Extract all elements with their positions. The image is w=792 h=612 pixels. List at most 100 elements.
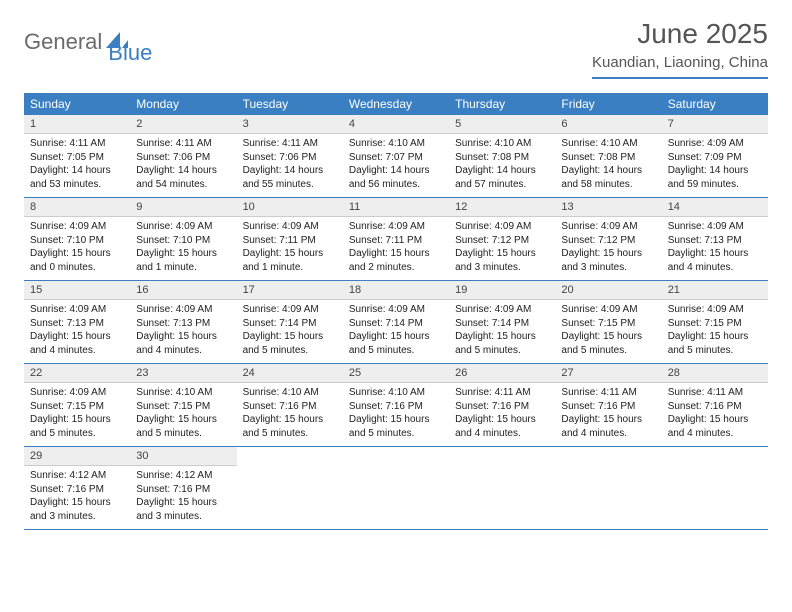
day-cell: 15Sunrise: 4:09 AMSunset: 7:13 PMDayligh… <box>24 281 130 363</box>
daylight-line: Daylight: 15 hours and 3 minutes. <box>455 247 549 274</box>
sunset-line: Sunset: 7:12 PM <box>455 234 549 248</box>
sunset-line: Sunset: 7:11 PM <box>243 234 337 248</box>
day-content: Sunrise: 4:10 AMSunset: 7:15 PMDaylight:… <box>130 383 236 440</box>
day-content: Sunrise: 4:09 AMSunset: 7:09 PMDaylight:… <box>662 134 768 191</box>
daylight-line: Daylight: 14 hours and 58 minutes. <box>561 164 655 191</box>
day-content: Sunrise: 4:12 AMSunset: 7:16 PMDaylight:… <box>130 466 236 523</box>
day-content: Sunrise: 4:09 AMSunset: 7:15 PMDaylight:… <box>555 300 661 357</box>
sunrise-line: Sunrise: 4:10 AM <box>349 386 443 400</box>
day-cell: 5Sunrise: 4:10 AMSunset: 7:08 PMDaylight… <box>449 115 555 197</box>
day-content: Sunrise: 4:11 AMSunset: 7:16 PMDaylight:… <box>662 383 768 440</box>
day-cell: . <box>449 447 555 529</box>
day-header: Wednesday <box>343 93 449 115</box>
sunrise-line: Sunrise: 4:12 AM <box>136 469 230 483</box>
week-row: 15Sunrise: 4:09 AMSunset: 7:13 PMDayligh… <box>24 281 768 364</box>
day-number: 5 <box>449 115 555 134</box>
week-row: 29Sunrise: 4:12 AMSunset: 7:16 PMDayligh… <box>24 447 768 530</box>
day-number: 7 <box>662 115 768 134</box>
day-cell: 6Sunrise: 4:10 AMSunset: 7:08 PMDaylight… <box>555 115 661 197</box>
day-cell: 27Sunrise: 4:11 AMSunset: 7:16 PMDayligh… <box>555 364 661 446</box>
day-number: 11 <box>343 198 449 217</box>
day-number: 10 <box>237 198 343 217</box>
day-number: 28 <box>662 364 768 383</box>
sunrise-line: Sunrise: 4:11 AM <box>455 386 549 400</box>
daylight-line: Daylight: 15 hours and 4 minutes. <box>455 413 549 440</box>
week-row: 22Sunrise: 4:09 AMSunset: 7:15 PMDayligh… <box>24 364 768 447</box>
day-content: Sunrise: 4:09 AMSunset: 7:13 PMDaylight:… <box>662 217 768 274</box>
day-number: 21 <box>662 281 768 300</box>
sunrise-line: Sunrise: 4:11 AM <box>136 137 230 151</box>
sunset-line: Sunset: 7:12 PM <box>561 234 655 248</box>
sunset-line: Sunset: 7:10 PM <box>30 234 124 248</box>
day-number: 23 <box>130 364 236 383</box>
day-content: Sunrise: 4:11 AMSunset: 7:05 PMDaylight:… <box>24 134 130 191</box>
daylight-line: Daylight: 14 hours and 55 minutes. <box>243 164 337 191</box>
daylight-line: Daylight: 15 hours and 1 minute. <box>243 247 337 274</box>
daylight-line: Daylight: 15 hours and 2 minutes. <box>349 247 443 274</box>
sunrise-line: Sunrise: 4:09 AM <box>30 220 124 234</box>
logo-text-general: General <box>24 29 102 55</box>
day-header: Sunday <box>24 93 130 115</box>
day-header: Saturday <box>662 93 768 115</box>
day-number: 30 <box>130 447 236 466</box>
daylight-line: Daylight: 15 hours and 5 minutes. <box>668 330 762 357</box>
sunset-line: Sunset: 7:13 PM <box>668 234 762 248</box>
day-content: Sunrise: 4:09 AMSunset: 7:15 PMDaylight:… <box>662 300 768 357</box>
day-content: Sunrise: 4:09 AMSunset: 7:13 PMDaylight:… <box>24 300 130 357</box>
day-cell: 20Sunrise: 4:09 AMSunset: 7:15 PMDayligh… <box>555 281 661 363</box>
sunrise-line: Sunrise: 4:09 AM <box>136 303 230 317</box>
day-content: Sunrise: 4:09 AMSunset: 7:11 PMDaylight:… <box>237 217 343 274</box>
day-content: Sunrise: 4:10 AMSunset: 7:16 PMDaylight:… <box>237 383 343 440</box>
sunset-line: Sunset: 7:10 PM <box>136 234 230 248</box>
day-cell: 10Sunrise: 4:09 AMSunset: 7:11 PMDayligh… <box>237 198 343 280</box>
sunset-line: Sunset: 7:15 PM <box>561 317 655 331</box>
day-content: Sunrise: 4:09 AMSunset: 7:10 PMDaylight:… <box>24 217 130 274</box>
location-text: Kuandian, Liaoning, China <box>592 54 768 79</box>
sunrise-line: Sunrise: 4:09 AM <box>455 303 549 317</box>
daylight-line: Daylight: 15 hours and 5 minutes. <box>561 330 655 357</box>
daylight-line: Daylight: 14 hours and 56 minutes. <box>349 164 443 191</box>
logo: General Blue <box>24 18 152 66</box>
day-header: Thursday <box>449 93 555 115</box>
day-cell: 9Sunrise: 4:09 AMSunset: 7:10 PMDaylight… <box>130 198 236 280</box>
calendar: SundayMondayTuesdayWednesdayThursdayFrid… <box>24 93 768 530</box>
day-cell: 19Sunrise: 4:09 AMSunset: 7:14 PMDayligh… <box>449 281 555 363</box>
daylight-line: Daylight: 15 hours and 3 minutes. <box>561 247 655 274</box>
day-content: Sunrise: 4:11 AMSunset: 7:06 PMDaylight:… <box>130 134 236 191</box>
daylight-line: Daylight: 15 hours and 4 minutes. <box>30 330 124 357</box>
sunrise-line: Sunrise: 4:10 AM <box>455 137 549 151</box>
day-cell: 21Sunrise: 4:09 AMSunset: 7:15 PMDayligh… <box>662 281 768 363</box>
day-content: Sunrise: 4:10 AMSunset: 7:16 PMDaylight:… <box>343 383 449 440</box>
sunrise-line: Sunrise: 4:12 AM <box>30 469 124 483</box>
day-content: Sunrise: 4:09 AMSunset: 7:15 PMDaylight:… <box>24 383 130 440</box>
sunrise-line: Sunrise: 4:09 AM <box>243 220 337 234</box>
sunrise-line: Sunrise: 4:10 AM <box>136 386 230 400</box>
day-header-row: SundayMondayTuesdayWednesdayThursdayFrid… <box>24 93 768 115</box>
day-number: 25 <box>343 364 449 383</box>
day-content: Sunrise: 4:09 AMSunset: 7:13 PMDaylight:… <box>130 300 236 357</box>
day-cell: 23Sunrise: 4:10 AMSunset: 7:15 PMDayligh… <box>130 364 236 446</box>
day-number: 16 <box>130 281 236 300</box>
day-content: Sunrise: 4:10 AMSunset: 7:08 PMDaylight:… <box>555 134 661 191</box>
week-row: 1Sunrise: 4:11 AMSunset: 7:05 PMDaylight… <box>24 115 768 198</box>
day-header: Monday <box>130 93 236 115</box>
day-content: Sunrise: 4:09 AMSunset: 7:10 PMDaylight:… <box>130 217 236 274</box>
sunrise-line: Sunrise: 4:11 AM <box>30 137 124 151</box>
sunrise-line: Sunrise: 4:10 AM <box>243 386 337 400</box>
day-number: 12 <box>449 198 555 217</box>
day-number: 19 <box>449 281 555 300</box>
day-number: 14 <box>662 198 768 217</box>
day-cell: 14Sunrise: 4:09 AMSunset: 7:13 PMDayligh… <box>662 198 768 280</box>
daylight-line: Daylight: 15 hours and 5 minutes. <box>136 413 230 440</box>
day-cell: 26Sunrise: 4:11 AMSunset: 7:16 PMDayligh… <box>449 364 555 446</box>
header: General Blue June 2025 Kuandian, Liaonin… <box>0 0 792 85</box>
sunset-line: Sunset: 7:08 PM <box>561 151 655 165</box>
day-content: Sunrise: 4:10 AMSunset: 7:08 PMDaylight:… <box>449 134 555 191</box>
sunset-line: Sunset: 7:11 PM <box>349 234 443 248</box>
day-content: Sunrise: 4:12 AMSunset: 7:16 PMDaylight:… <box>24 466 130 523</box>
sunrise-line: Sunrise: 4:11 AM <box>561 386 655 400</box>
day-content: Sunrise: 4:09 AMSunset: 7:14 PMDaylight:… <box>343 300 449 357</box>
day-number: 27 <box>555 364 661 383</box>
sunset-line: Sunset: 7:13 PM <box>30 317 124 331</box>
day-cell: 1Sunrise: 4:11 AMSunset: 7:05 PMDaylight… <box>24 115 130 197</box>
